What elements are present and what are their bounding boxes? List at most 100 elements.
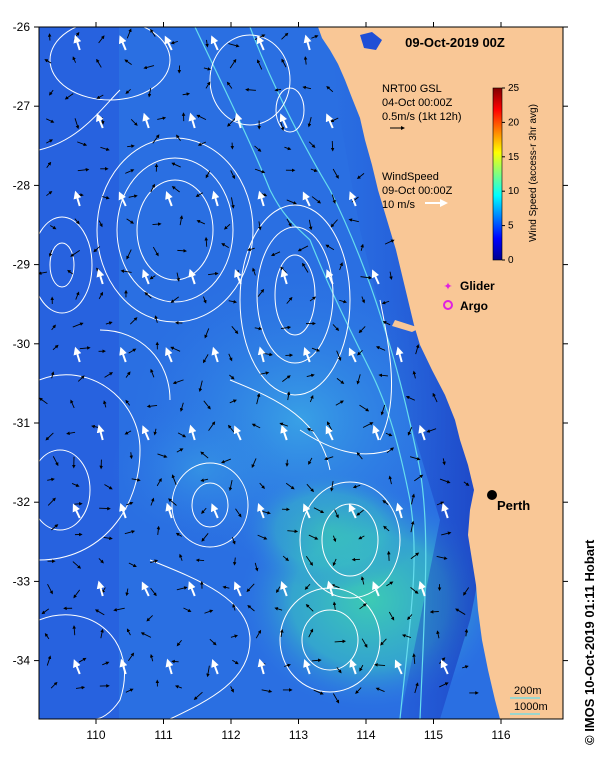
current-arrow [73, 589, 81, 599]
wind-arrow [141, 425, 150, 441]
current-arrow [176, 586, 188, 591]
wind-arrow [233, 581, 242, 597]
current-arrow [286, 218, 292, 227]
x-axis: 110 111 112 113 114 115 116 [86, 22, 511, 742]
current-arrow [222, 585, 230, 590]
current-arrow [331, 194, 336, 204]
current-arrow [232, 603, 236, 611]
current-arrow [179, 215, 184, 226]
argo-label: Argo [460, 299, 488, 313]
current-arrow [124, 530, 136, 535]
current-arrow [179, 402, 184, 412]
current-arrow [359, 603, 367, 610]
wind-arrow [257, 658, 266, 675]
wind-arrow [141, 581, 150, 597]
current-arrow [232, 659, 239, 665]
current-arrow [47, 477, 55, 482]
current-arrow [100, 146, 110, 151]
current-arrow [410, 520, 415, 533]
current-arrow [355, 687, 362, 695]
wind-arrow [119, 346, 127, 363]
wind-arrow [188, 268, 197, 285]
current-arrow [124, 430, 132, 435]
current-arrow [102, 195, 110, 200]
current-arrow [361, 296, 365, 304]
current-arrow [384, 239, 395, 245]
current-arrow [274, 88, 282, 92]
current-arrow [150, 559, 159, 564]
current-arrow [197, 141, 207, 146]
wind-arrow [280, 580, 288, 597]
current-arrow [193, 691, 203, 700]
current-arrow [232, 557, 237, 566]
current-legend-line3: 0.5m/s (1kt 12h) [382, 111, 461, 123]
current-arrow [98, 291, 104, 300]
current-arrow [336, 377, 345, 384]
current-arrow [375, 346, 386, 351]
current-arrow [201, 533, 209, 542]
current-arrow [170, 346, 181, 352]
wind-arrow [325, 113, 334, 129]
current-arrow [103, 536, 113, 541]
current-arrow [302, 85, 312, 90]
wind-arrow [142, 269, 150, 285]
wind-arrow [188, 581, 196, 597]
current-arrow [382, 321, 391, 326]
current-arrow [196, 220, 206, 225]
y-tick-label: -31 [13, 416, 31, 430]
y-tick-label: -34 [13, 654, 31, 668]
current-arrow [120, 269, 132, 273]
current-arrow [389, 271, 393, 281]
current-arrow [415, 344, 420, 355]
current-arrow [72, 561, 82, 569]
current-arrow [70, 250, 80, 257]
wind-arrow [234, 269, 242, 285]
current-arrow [257, 534, 268, 540]
current-arrow [274, 607, 283, 611]
current-arrow [378, 373, 388, 378]
current-arrow [228, 43, 240, 48]
wind-arrow [440, 659, 449, 675]
current-arrow [282, 375, 291, 382]
current-arrow [70, 399, 75, 409]
current-arrow [176, 134, 181, 141]
current-arrow [410, 552, 420, 560]
current-arrow [229, 58, 237, 69]
current-arrow [152, 134, 160, 144]
current-arrow [348, 218, 359, 223]
current-arrow [125, 371, 131, 378]
current-arrow [100, 628, 104, 639]
current-arrow [311, 347, 321, 352]
current-arrow [311, 196, 322, 204]
current-arrow [407, 427, 413, 436]
current-arrow [101, 587, 106, 594]
city-dot-icon [487, 490, 497, 500]
current-arrow [205, 39, 209, 48]
current-arrow [71, 483, 80, 487]
y-tick-label: -32 [13, 495, 31, 509]
current-arrow [276, 586, 281, 594]
current-arrow [358, 535, 365, 540]
current-arrow [149, 653, 154, 662]
current-arrow [128, 562, 137, 568]
current-arrow [146, 404, 158, 408]
current-arrow [410, 586, 419, 594]
current-arrow [463, 481, 470, 486]
current-arrow [175, 532, 182, 537]
current-legend-line1: NRT00 GSL [382, 83, 442, 95]
current-arrow [284, 146, 292, 151]
colorbar-tick-label: 10 [508, 186, 520, 197]
current-arrow [113, 607, 125, 612]
current-arrow [128, 348, 137, 354]
current-arrow [330, 219, 338, 228]
current-arrow [270, 251, 281, 257]
current-arrow [157, 453, 168, 458]
current-arrow [140, 632, 152, 638]
wind-arrow [441, 502, 449, 519]
current-arrow [284, 663, 291, 668]
current-arrow [230, 170, 235, 180]
current-arrow [287, 529, 299, 534]
current-arrow [306, 373, 315, 378]
current-arrow [286, 199, 297, 205]
current-arrow [251, 423, 261, 429]
